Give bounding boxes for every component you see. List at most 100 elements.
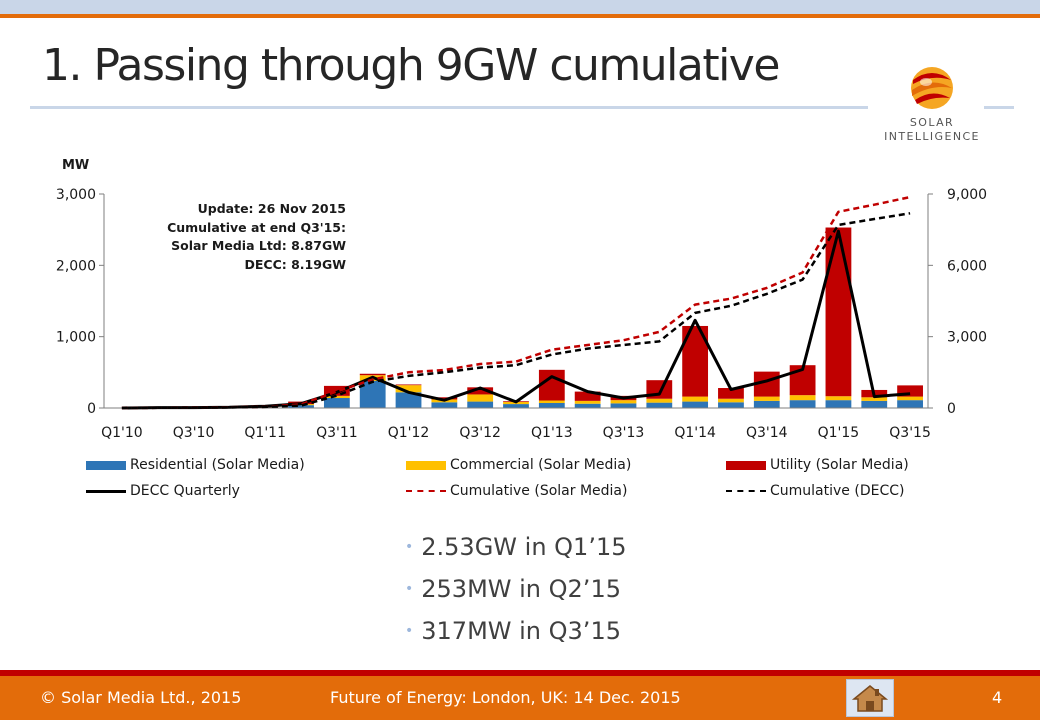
bar-utility [359, 373, 386, 376]
bar-residential [897, 400, 923, 408]
bullet-q1-15: • 2.53GW in Q1’15 [405, 533, 627, 561]
bar-utility [467, 387, 494, 395]
legend-swatch [406, 490, 446, 492]
legend-label: DECC Quarterly [130, 483, 240, 499]
legend-item: Residential (Solar Media) [86, 455, 305, 475]
bar-residential [467, 401, 494, 408]
bar-residential [610, 403, 637, 408]
solar-intelligence-logo: SOLAR INTELLIGENCE [872, 62, 992, 148]
legend-label: Utility (Solar Media) [770, 457, 909, 473]
bar-commercial [646, 398, 673, 403]
bar-commercial [861, 397, 888, 401]
legend-item: Cumulative (DECC) [726, 481, 904, 501]
legend-swatch [406, 460, 446, 470]
x-tick-label: Q1'12 [388, 425, 430, 441]
bar-utility [574, 391, 601, 401]
x-tick-label: Q3'11 [316, 425, 358, 441]
x-tick-label: Q3'15 [889, 425, 931, 441]
legend-label: Residential (Solar Media) [130, 457, 305, 473]
bar-utility [395, 384, 422, 386]
house-icon [851, 685, 889, 712]
bar-commercial [753, 396, 780, 401]
bar-residential [503, 404, 529, 408]
x-tick-label: Q3'14 [746, 425, 788, 441]
bullet-dot-icon: • [405, 539, 414, 555]
y-right-tick-label: 3,000 [947, 330, 987, 346]
bar-commercial [610, 400, 637, 404]
bar-residential [323, 398, 350, 408]
legend-label: Cumulative (Solar Media) [450, 483, 628, 499]
home-button[interactable] [846, 679, 894, 717]
legend-swatch [86, 460, 126, 470]
top-band [0, 0, 1040, 14]
logo-text-intelligence: INTELLIGENCE [884, 130, 980, 143]
callout-cumulative: Cumulative at end Q3'15: [167, 219, 346, 235]
chart-callout: Update: 26 Nov 2015 Cumulative at end Q3… [150, 200, 346, 274]
legend-item: DECC Quarterly [86, 481, 240, 501]
bar-residential [574, 403, 601, 408]
callout-solar-media: Solar Media Ltd: 8.87GW [171, 238, 346, 253]
bar-utility [538, 369, 565, 401]
x-tick-label: Q1'14 [674, 425, 716, 441]
y-right-tick-label: 6,000 [947, 258, 987, 274]
bar-commercial [323, 395, 350, 399]
bar-commercial [897, 396, 923, 401]
bar-residential [825, 400, 852, 408]
y-left-tick-label: 0 [87, 401, 96, 417]
bar-commercial [574, 400, 601, 404]
key-figures-list: • 2.53GW in Q1’15 • 253MW in Q2’15 • 317MW … [405, 528, 627, 654]
y-right-tick-label: 9,000 [947, 187, 987, 203]
bullet-q3-15: • 317MW in Q3’15 [405, 617, 621, 645]
bar-commercial [467, 394, 494, 402]
footer-bar: © Solar Media Ltd., 2015 Future of Energ… [0, 676, 1040, 720]
x-tick-label: Q1'15 [818, 425, 860, 441]
legend-label: Cumulative (DECC) [770, 483, 905, 499]
bar-residential [682, 401, 709, 408]
bullet-q2-15: • 253MW in Q2’15 [405, 575, 621, 603]
x-tick-label: Q1'10 [101, 425, 143, 441]
bar-commercial [395, 385, 422, 393]
page-number: 4 [992, 688, 1003, 707]
bar-commercial [538, 400, 565, 404]
legend-swatch [726, 460, 766, 470]
x-tick-label: Q3'10 [173, 425, 215, 441]
legend-label: Commercial (Solar Media) [450, 457, 632, 473]
bar-residential [538, 403, 565, 408]
logo-text-solar: SOLAR [909, 116, 955, 129]
legend-item: Cumulative (Solar Media) [406, 481, 627, 501]
footer-red-stripe [0, 670, 1040, 676]
x-tick-label: Q1'13 [531, 425, 573, 441]
bar-residential [288, 405, 314, 408]
bar-commercial [789, 395, 816, 401]
x-tick-label: Q1'11 [244, 425, 286, 441]
bar-utility [897, 385, 923, 397]
top-accent-stripe [0, 14, 1040, 18]
legend-swatch [86, 489, 126, 493]
bar-residential [753, 400, 780, 408]
bar-commercial [825, 396, 852, 401]
footer-event: Future of Energy: London, UK: 14 Dec. 20… [330, 688, 681, 707]
callout-decc: DECC: 8.19GW [244, 256, 346, 272]
bar-utility [431, 397, 458, 400]
y-left-tick-label: 3,000 [56, 187, 96, 203]
bar-utility [718, 388, 744, 399]
title-underline-end [984, 106, 1014, 109]
legend-swatch [726, 490, 766, 492]
line-cumulative-decc [121, 212, 911, 410]
x-tick-label: Q3'13 [603, 425, 645, 441]
y-right-tick-label: 0 [947, 401, 956, 417]
bar-residential [431, 402, 458, 408]
callout-update: Update: 26 Nov 2015 [197, 201, 346, 216]
bar-utility [825, 227, 852, 397]
bar-commercial [718, 398, 744, 403]
footer-copyright: © Solar Media Ltd., 2015 [40, 688, 242, 707]
bar-commercial [682, 396, 709, 402]
solar-capacity-chart: MW 0 1,000 2,000 3,000 0 3,000 6,000 9,000 Q1'10 Q… [56, 158, 987, 441]
x-tick-label: Q3'12 [459, 425, 501, 441]
bullet-dot-icon: • [405, 581, 414, 597]
bar-residential [395, 392, 422, 408]
y-left-tick-label: 2,000 [56, 258, 96, 274]
bullet-dot-icon: • [405, 623, 414, 639]
y-left-tick-label: 1,000 [56, 330, 96, 346]
y-axis-unit-label: MW [62, 158, 89, 173]
